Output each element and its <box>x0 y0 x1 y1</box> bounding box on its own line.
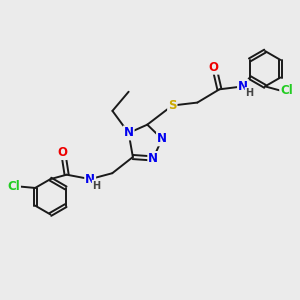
Text: Cl: Cl <box>7 180 20 193</box>
Text: O: O <box>208 61 218 74</box>
Text: O: O <box>57 146 67 159</box>
Text: H: H <box>93 181 101 190</box>
Text: Cl: Cl <box>280 84 293 97</box>
Text: N: N <box>157 132 167 145</box>
Text: N: N <box>148 152 158 165</box>
Text: N: N <box>124 127 134 140</box>
Text: H: H <box>245 88 253 98</box>
Text: S: S <box>168 99 177 112</box>
Text: N: N <box>238 80 248 93</box>
Text: N: N <box>85 172 95 186</box>
